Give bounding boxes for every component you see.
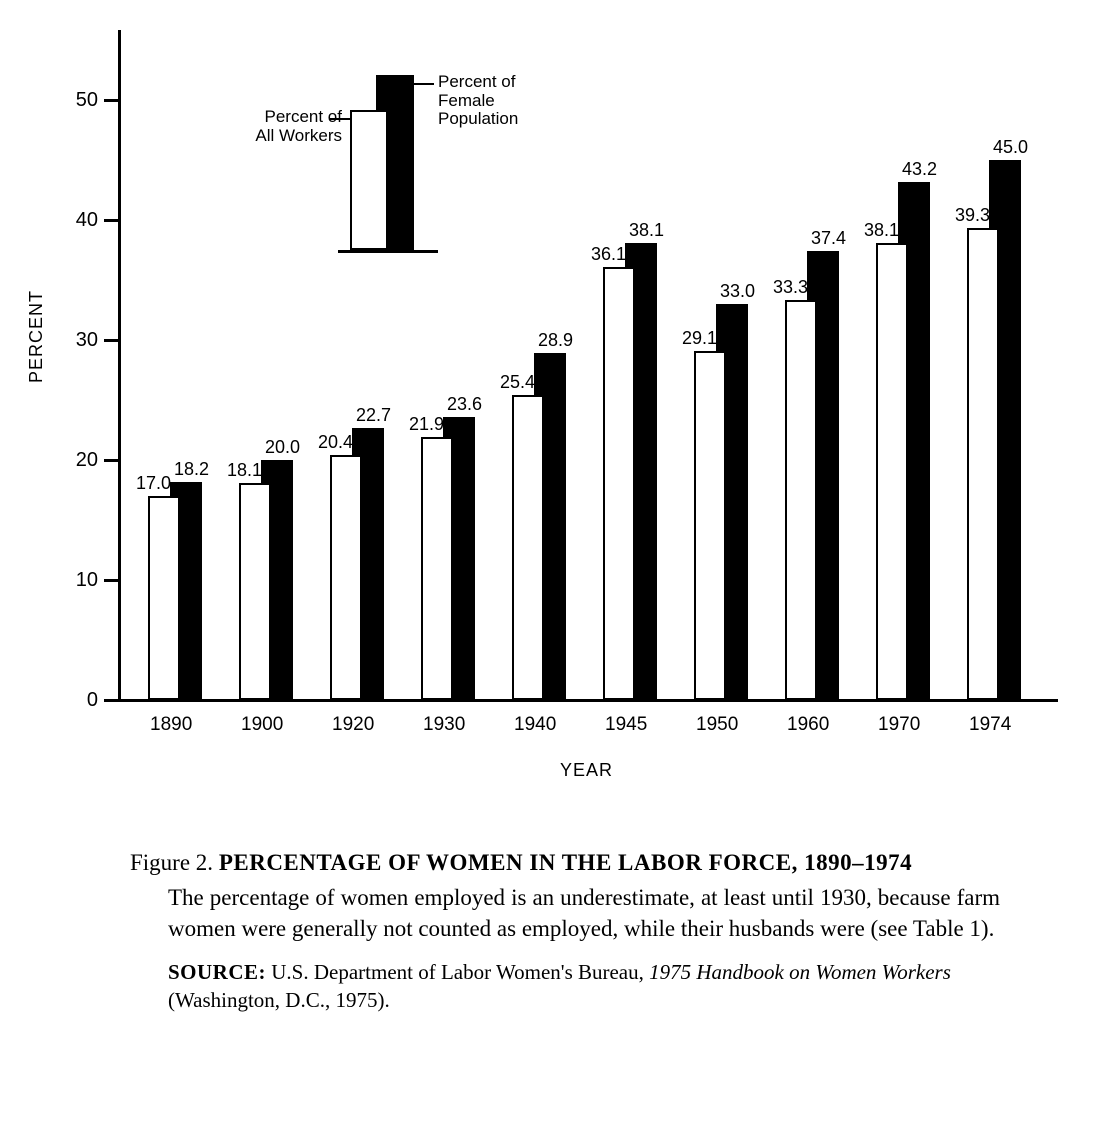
x-axis-title: YEAR (560, 760, 613, 781)
bar-value-front: 33.3 (773, 277, 808, 298)
source-italic: 1975 Handbook on Women Workers (649, 960, 951, 984)
y-tick (104, 579, 118, 582)
y-tick (104, 699, 118, 702)
bar-group: 36.138.1 (603, 40, 675, 700)
bar-front (603, 267, 635, 700)
x-category-label: 1920 (332, 714, 374, 736)
bar-group: 17.018.2 (148, 40, 220, 700)
bar-front (876, 243, 908, 700)
x-category-label: 1970 (878, 714, 920, 736)
bar-value-back: 45.0 (993, 137, 1028, 158)
bar-value-front: 36.1 (591, 244, 626, 265)
bar-front (694, 351, 726, 700)
bar-value-back: 22.7 (356, 405, 391, 426)
bar-value-front: 21.9 (409, 414, 444, 435)
figure-page: 0102030405017.018.2189018.120.0190020.42… (0, 0, 1114, 1130)
x-category-label: 1900 (241, 714, 283, 736)
legend-label-back: Percent ofFemale Population (438, 73, 550, 129)
y-tick-label: 30 (48, 329, 98, 352)
legend-label-front: Percent ofAll Workers (242, 108, 342, 145)
legend-bar-front (350, 110, 388, 250)
source-text-2: (Washington, D.C., 1975). (168, 988, 390, 1012)
bar-group: 29.133.0 (694, 40, 766, 700)
bar-group: 38.143.2 (876, 40, 948, 700)
bar-value-front: 38.1 (864, 220, 899, 241)
bar-value-back: 43.2 (902, 159, 937, 180)
bar-value-back: 38.1 (629, 220, 664, 241)
legend-baseline (338, 250, 438, 253)
bar-front (148, 496, 180, 700)
caption-body: The percentage of women employed is an u… (130, 882, 1000, 944)
chart-legend: Percent ofFemale PopulationPercent ofAll… (290, 60, 550, 250)
y-tick-label: 20 (48, 449, 98, 472)
bar-front (239, 483, 271, 700)
bar-value-back: 20.0 (265, 437, 300, 458)
y-tick-label: 0 (48, 689, 98, 712)
bar-front (421, 437, 453, 700)
y-tick-label: 10 (48, 569, 98, 592)
caption-title: PERCENTAGE OF WOMEN IN THE LABOR FORCE, … (219, 850, 912, 875)
x-category-label: 1940 (514, 714, 556, 736)
y-tick-label: 50 (48, 89, 98, 112)
x-category-label: 1974 (969, 714, 1011, 736)
bar-front (330, 455, 362, 700)
bar-value-back: 37.4 (811, 228, 846, 249)
bar-value-front: 18.1 (227, 460, 262, 481)
x-category-label: 1890 (150, 714, 192, 736)
bar-value-back: 23.6 (447, 394, 482, 415)
x-category-label: 1945 (605, 714, 647, 736)
bar-value-back: 18.2 (174, 459, 209, 480)
bar-group: 33.337.4 (785, 40, 857, 700)
y-tick (104, 99, 118, 102)
x-category-label: 1960 (787, 714, 829, 736)
y-tick (104, 219, 118, 222)
bar-value-front: 39.3 (955, 205, 990, 226)
bar-value-front: 29.1 (682, 328, 717, 349)
legend-leader-back (414, 83, 434, 85)
y-axis-title: PERCENT (26, 290, 47, 383)
caption-title-line: Figure 2. PERCENTAGE OF WOMEN IN THE LAB… (130, 850, 1000, 876)
bar-value-back: 28.9 (538, 330, 573, 351)
source-text-1: U.S. Department of Labor Women's Bureau, (266, 960, 649, 984)
y-tick (104, 459, 118, 462)
bar-value-back: 33.0 (720, 281, 755, 302)
bar-value-front: 20.4 (318, 432, 353, 453)
y-tick (104, 339, 118, 342)
y-tick-label: 40 (48, 209, 98, 232)
bar-front (512, 395, 544, 700)
figure-caption: Figure 2. PERCENTAGE OF WOMEN IN THE LAB… (130, 850, 1000, 1015)
bar-value-front: 17.0 (136, 473, 171, 494)
bar-value-front: 25.4 (500, 372, 535, 393)
source-label: SOURCE: (168, 960, 266, 984)
caption-source: SOURCE: U.S. Department of Labor Women's… (130, 958, 1000, 1015)
x-category-label: 1930 (423, 714, 465, 736)
y-axis (118, 30, 121, 700)
bar-front (967, 228, 999, 700)
bar-front (785, 300, 817, 700)
x-category-label: 1950 (696, 714, 738, 736)
bar-group: 39.345.0 (967, 40, 1039, 700)
figure-label: Figure 2. (130, 850, 213, 875)
